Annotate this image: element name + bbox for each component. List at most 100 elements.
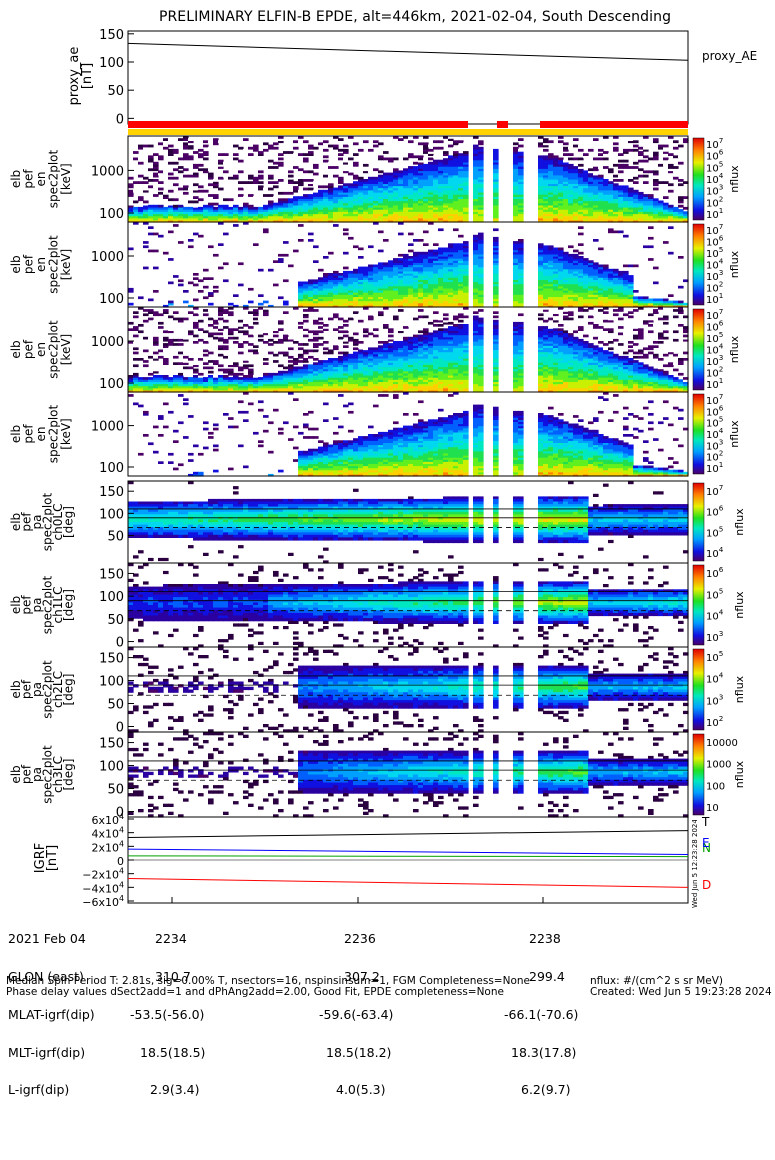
spectrogram-cell [208,173,214,176]
spectrogram-cell [623,160,629,163]
spectrogram-cell [248,153,254,156]
spectrogram-cell [313,337,319,340]
spectrogram-cell [223,320,229,323]
spectrogram-cell [188,175,194,178]
spectrogram-cell [348,142,354,145]
spectrogram-cell [158,205,164,208]
spectrogram-cell [243,149,249,152]
spectrogram-cell [173,177,179,180]
spectrogram-cell [173,362,179,365]
spectrogram-cell [343,267,349,270]
spectrogram-cell [578,243,584,246]
spectrogram-cell [213,254,219,257]
spectrogram-cell [193,273,199,276]
spectrogram-cell [653,267,659,270]
spectrogram-cell [168,258,174,261]
spectrogram-cell [223,205,229,208]
spectrogram-cell [343,233,349,236]
spectrogram-cell [238,373,244,376]
spectrogram-cell [153,185,159,188]
spectrogram-cell [638,192,644,195]
spectrogram-cell [538,243,544,246]
spectrogram-cell [233,362,239,365]
spectrogram-cell [263,350,269,353]
spectrogram-cell [643,245,649,248]
spectrogram-cell [273,335,279,338]
spectrogram-cell [288,170,294,173]
spectrogram-cell [193,164,199,167]
spectrogram-cell [398,170,404,173]
spectrogram-cell [158,142,164,145]
spectrogram-cell [253,243,259,246]
spectrogram-cell [183,153,189,156]
spectrogram-cell [333,188,339,191]
spectrogram-cell [278,254,284,257]
spectrogram-cell [133,352,139,355]
spectrogram-cell [368,333,374,336]
spectrogram-cell [678,209,684,212]
spectrogram-cell [268,333,274,336]
spectrogram-cell [258,369,264,372]
spectrogram-cell [303,140,309,143]
spectrogram-cell [553,155,559,158]
spectrogram-cell [378,142,384,145]
spectrogram-cell [138,145,144,148]
spectrogram-cell [323,256,329,259]
spectrogram-cell [198,279,204,282]
spectrogram-cell [328,183,334,186]
spectrogram-cell [583,170,589,173]
spectrogram-cell [368,265,374,268]
spectrogram-cell [573,250,579,253]
spectrogram-cell [633,145,639,148]
spectrogram-cell [253,318,259,321]
spectrogram-cell [183,356,189,359]
spectrogram-cell [563,142,569,145]
spectrogram-cell [378,341,384,344]
spectrogram-cell [198,168,204,171]
spectrogram-cell [253,177,259,180]
spectrogram-cell [183,367,189,370]
spectrogram-cell [303,326,309,329]
spectrogram-cell [358,320,364,323]
spectrogram-cell [358,248,364,251]
spectrogram-cell [313,279,319,282]
spectrogram-cell [293,181,299,184]
spectrogram-cell [158,181,164,184]
spectrogram-cell [148,145,154,148]
spectrogram-cell [243,138,249,141]
spectrogram-cell [173,149,179,152]
spectrogram-cell [163,375,169,378]
spectrogram-cell [143,181,149,184]
spectrogram-cell [153,162,159,165]
spectrogram-cell [303,194,309,197]
spectrogram-cell [168,145,174,148]
spectrogram-cell [278,328,284,331]
spectrogram-cell [313,330,319,333]
spectrogram-cell [343,313,349,316]
spectrogram-cell [173,224,179,227]
spectrogram-cell [263,160,269,163]
spectrogram-cell [248,190,254,193]
spectrogram-cell [673,166,679,169]
spectrogram-cell [308,356,314,359]
spectrogram-cell [318,343,324,346]
spectrogram-cell [458,243,464,246]
spectrogram-cell [213,138,219,141]
spectrogram-cell [283,279,289,282]
spectrogram-cell [308,239,314,242]
coverage-segment [128,121,468,128]
coverage-segment [128,129,688,135]
spectrogram-cell [603,151,609,154]
spectrogram-cell [353,311,359,314]
spectrogram-cell [383,166,389,169]
spectrogram-cell [373,328,379,331]
spectrogram-cell [433,155,439,158]
spectrogram-cell [678,301,684,304]
spectrogram-cell [518,145,524,148]
spectrogram-cell [248,358,254,361]
spectrogram-cell [183,335,189,338]
spectrogram-cell [298,326,304,329]
spectrogram-cell [228,207,234,210]
spectrogram-cell [408,153,414,156]
spectrogram-cell [563,153,569,156]
